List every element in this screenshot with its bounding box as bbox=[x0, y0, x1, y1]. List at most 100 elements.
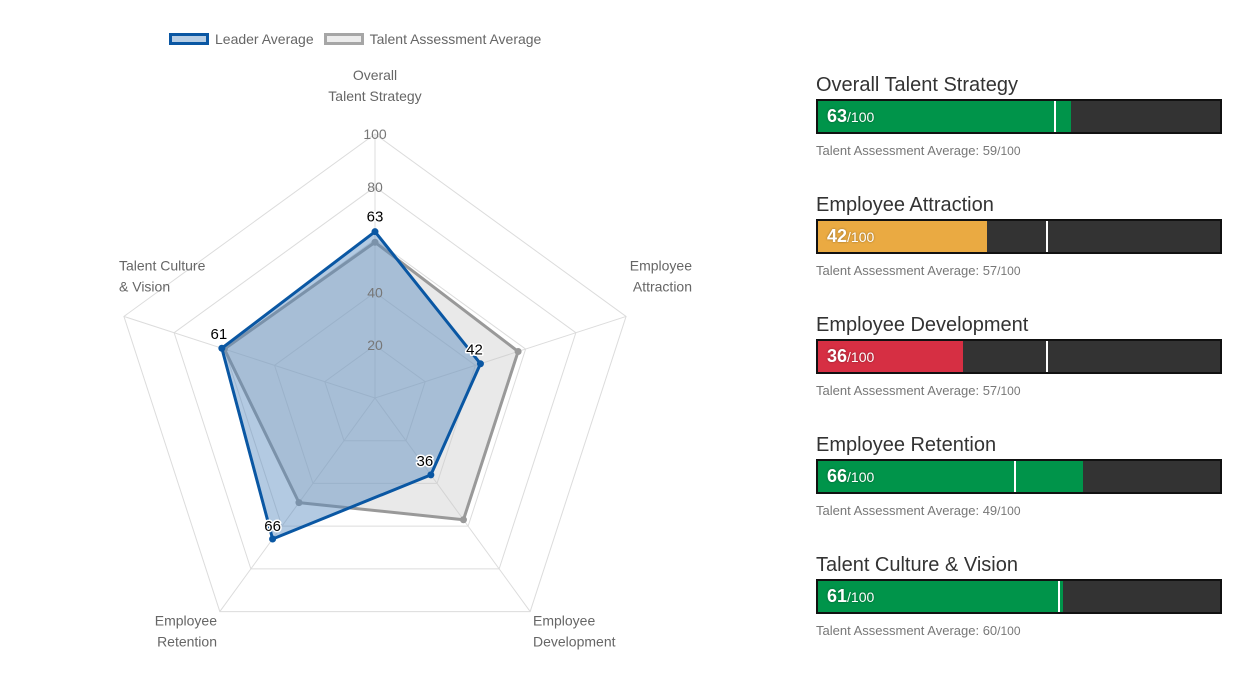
legend-label-leader: Leader Average bbox=[215, 31, 314, 47]
score-text: 42/100 bbox=[827, 221, 874, 252]
score-value: 36 bbox=[827, 346, 848, 366]
score-value: 66 bbox=[827, 466, 848, 486]
radar-data-labels: 63 42 36 66 61 bbox=[209, 207, 484, 536]
axis-label: Talent Culture & Vision bbox=[119, 257, 206, 294]
axis-label-line: Employee bbox=[533, 613, 595, 629]
grid-ring bbox=[173, 186, 577, 570]
data-point-leader bbox=[427, 471, 435, 479]
grid-ring bbox=[123, 133, 627, 613]
score-text: 61/100 bbox=[827, 581, 875, 612]
legend-swatch-leader bbox=[169, 33, 209, 45]
tick-label: 80 bbox=[367, 179, 383, 195]
score-value: 63 bbox=[827, 106, 848, 126]
axis-label-line: & Vision bbox=[119, 278, 170, 294]
average-text: Talent Assessment Average: 57/100 bbox=[816, 263, 1222, 278]
tick-label: 40 bbox=[367, 284, 383, 300]
score-bar: 42/100 bbox=[816, 219, 1222, 254]
axis-label-line: Development bbox=[533, 634, 616, 650]
average-text: Talent Assessment Average: 60/100 bbox=[816, 623, 1222, 638]
data-point-talent bbox=[371, 238, 379, 246]
average-marker bbox=[1013, 461, 1016, 492]
score-max: /100 bbox=[847, 469, 875, 485]
data-label: 36 bbox=[417, 453, 434, 470]
axis-label-line: Attraction bbox=[633, 278, 692, 294]
score-block: Employee Development 36/100 Talent Asses… bbox=[816, 312, 1222, 432]
score-bar: 61/100 bbox=[816, 579, 1222, 614]
grid-spoke bbox=[374, 315, 627, 399]
score-bar-fill bbox=[818, 341, 963, 372]
average-text: Talent Assessment Average: 49/100 bbox=[816, 503, 1222, 518]
legend-swatch-talent bbox=[323, 33, 364, 45]
data-point-leader bbox=[371, 228, 379, 236]
score-bar: 63/100 bbox=[816, 99, 1222, 134]
score-block: Talent Culture & Vision 61/100 Talent As… bbox=[816, 552, 1222, 672]
series-area-talent bbox=[222, 240, 520, 522]
average-max: /100 bbox=[997, 264, 1021, 278]
legend-item-talent[interactable]: Talent Assessment Average bbox=[323, 31, 542, 47]
score-bar-fill bbox=[818, 101, 1072, 132]
grid-ring bbox=[324, 344, 426, 442]
average-max: /100 bbox=[997, 384, 1021, 398]
average-max: /100 bbox=[997, 144, 1021, 158]
data-label: 61 bbox=[210, 326, 227, 343]
score-value: 61 bbox=[827, 586, 848, 606]
average-marker bbox=[1046, 221, 1049, 252]
radar-ticks: 20 40 80 100 bbox=[363, 126, 387, 353]
radar-grid bbox=[123, 133, 627, 613]
series-area-leader bbox=[220, 230, 482, 541]
grid-spoke bbox=[374, 397, 531, 612]
average-label: Talent Assessment Average: 60 bbox=[816, 623, 998, 638]
average-label: Talent Assessment Average: 59 bbox=[816, 143, 998, 158]
tick-label: 100 bbox=[363, 126, 387, 142]
data-label: 66 bbox=[264, 518, 281, 535]
average-text: Talent Assessment Average: 57/100 bbox=[816, 383, 1222, 398]
score-block: Employee Retention 66/100 Talent Assessm… bbox=[816, 432, 1222, 552]
score-value: 42 bbox=[827, 226, 848, 246]
average-label: Talent Assessment Average: 57 bbox=[816, 263, 998, 278]
score-block: Overall Talent Strategy 63/100 Talent As… bbox=[816, 72, 1222, 192]
average-marker bbox=[1058, 581, 1061, 612]
axis-label: Employee Attraction bbox=[630, 257, 692, 294]
average-max: /100 bbox=[997, 504, 1021, 518]
data-point-talent bbox=[295, 499, 303, 507]
chart-legend: Leader Average Talent Assessment Average bbox=[169, 31, 551, 47]
axis-label: Employee Retention bbox=[155, 613, 217, 650]
axis-label-line: Talent Culture bbox=[119, 257, 206, 273]
score-bar-fill bbox=[818, 581, 1064, 612]
data-point-leader bbox=[269, 535, 277, 543]
score-title: Employee Development bbox=[816, 314, 1029, 336]
score-max: /100 bbox=[847, 109, 875, 125]
score-title: Overall Talent Strategy bbox=[816, 74, 1018, 96]
score-title: Employee Retention bbox=[816, 434, 997, 456]
score-max: /100 bbox=[847, 589, 875, 605]
data-label: 42 bbox=[466, 342, 483, 359]
radar-chart: 20 40 80 100 Overall Talent Strategy Employee… bbox=[119, 67, 692, 650]
score-bar: 36/100 bbox=[816, 339, 1222, 374]
average-max: /100 bbox=[997, 624, 1021, 638]
legend-label-talent: Talent Assessment Average bbox=[369, 31, 542, 47]
data-label: 63 bbox=[367, 209, 384, 226]
axis-label: Employee Development bbox=[533, 613, 616, 650]
average-label: Talent Assessment Average: 57 bbox=[816, 383, 998, 398]
score-panel: Overall Talent Strategy 63/100 Talent As… bbox=[816, 72, 1222, 672]
score-title: Employee Attraction bbox=[816, 194, 994, 216]
average-text: Talent Assessment Average: 59/100 bbox=[816, 143, 1222, 158]
grid-ring bbox=[273, 291, 477, 484]
axis-label-line: Talent Strategy bbox=[328, 88, 421, 104]
data-point-leader bbox=[218, 344, 226, 352]
score-bar-fill bbox=[818, 461, 1084, 492]
score-text: 36/100 bbox=[827, 341, 875, 372]
radar-axis-labels: Overall Talent Strategy Employee Attraction… bbox=[119, 67, 692, 650]
data-point-leader bbox=[476, 360, 484, 368]
tick-label: 20 bbox=[367, 337, 383, 353]
score-max: /100 bbox=[847, 349, 875, 365]
average-label: Talent Assessment Average: 49 bbox=[816, 503, 998, 518]
score-block: Employee Attraction 42/100 Talent Assess… bbox=[816, 192, 1222, 312]
axis-label-line: Employee bbox=[155, 613, 217, 629]
radar-series bbox=[218, 228, 522, 543]
data-point-talent bbox=[514, 347, 522, 355]
axis-label-line: Employee bbox=[630, 257, 692, 273]
score-title: Talent Culture & Vision bbox=[816, 554, 1018, 576]
score-text: 63/100 bbox=[827, 101, 875, 132]
legend-item-leader[interactable]: Leader Average bbox=[169, 31, 314, 47]
